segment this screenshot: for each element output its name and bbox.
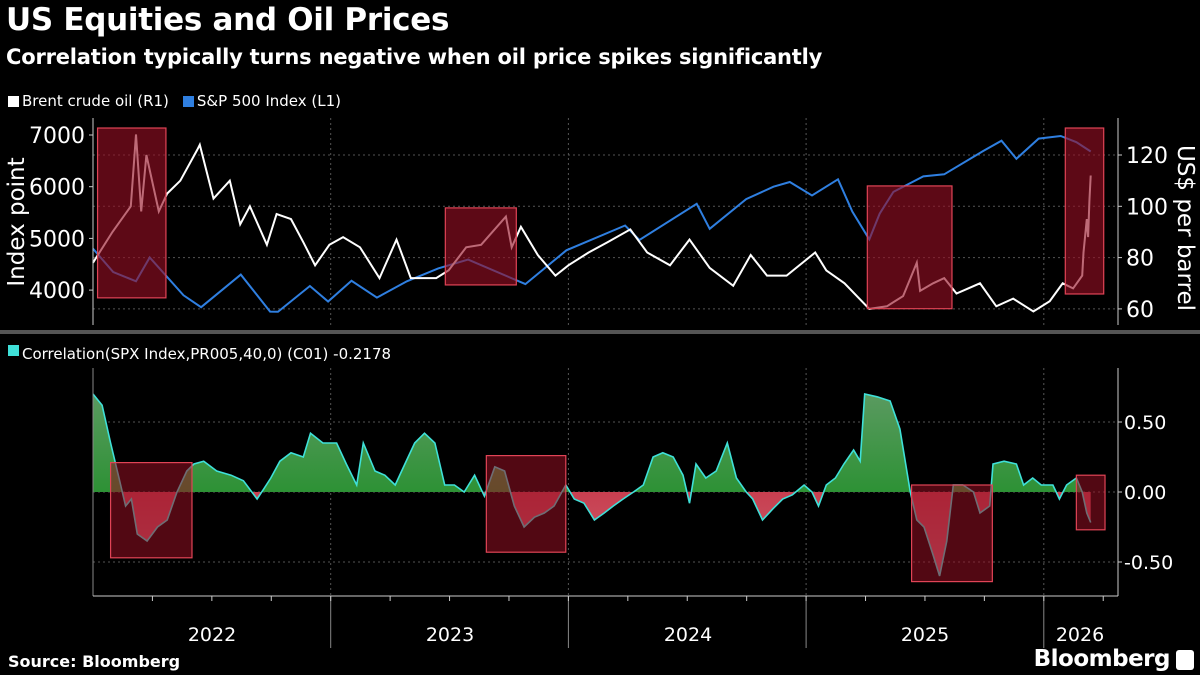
x-tick-label-year: 2022 (188, 624, 236, 646)
bloomberg-chart-icon (1176, 650, 1194, 670)
y-tick-label-right: 120 (1126, 144, 1168, 169)
legend-swatch-correlation (8, 345, 19, 356)
correlation-negative-area (93, 492, 1091, 576)
y-tick-label-correlation: 0.00 (1124, 482, 1166, 504)
chart-title: US Equities and Oil Prices (6, 2, 450, 38)
y-tick-label-right: 100 (1126, 195, 1168, 220)
correlation-positive-area (93, 394, 1091, 492)
bottom-legend: Correlation(SPX Index,PR005,40,0) (C01) … (8, 345, 391, 363)
legend-item-spx: S&P 500 Index (L1) (182, 92, 342, 110)
y-tick-label-right: 60 (1126, 298, 1154, 323)
highlight-box-top (1064, 127, 1105, 295)
y-tick-label-left: 6000 (29, 176, 85, 201)
y-tick-label-left: 4000 (29, 279, 85, 304)
x-tick-label-year: 2023 (426, 624, 474, 646)
legend-label-brent: Brent crude oil (R1) (22, 92, 169, 110)
spx-line (92, 134, 1092, 313)
legend-item-brent: Brent crude oil (R1) (8, 92, 169, 110)
y-tick-label-correlation: -0.50 (1124, 552, 1173, 574)
y-tick-label-right: 80 (1126, 247, 1154, 272)
highlight-box-top (866, 185, 953, 310)
panel-divider (0, 330, 1200, 334)
y-tick-label-left: 5000 (29, 227, 85, 252)
highlight-box-top (444, 207, 517, 286)
y-tick-label-left: 7000 (29, 124, 85, 149)
y-axis-title-right: US$ per barrel (1172, 145, 1198, 311)
brent-line (92, 134, 1092, 313)
highlight-box-bottom (910, 484, 993, 583)
legend-label-spx: S&P 500 Index (L1) (196, 92, 342, 110)
legend-swatch-brent (8, 96, 19, 107)
bloomberg-logo: Bloomberg (1033, 646, 1171, 672)
source-note: Source: Bloomberg (8, 652, 181, 671)
x-tick-label-year: 2024 (664, 624, 712, 646)
legend-swatch-spx (182, 96, 194, 107)
y-tick-label-correlation: 0.50 (1124, 412, 1166, 434)
y-axis-title-left: Index point (4, 157, 30, 286)
chart-marks (92, 127, 1106, 583)
highlight-box-top (96, 127, 167, 299)
highlight-box-bottom (1075, 474, 1106, 531)
axes: 7000 6000 5000 4000 120 100 80 60 0.50 0.00 -0.50 2… (0, 118, 1200, 648)
x-tick-label-year: 2026 (1056, 624, 1104, 646)
chart-subtitle: Correlation typically turns negative whe… (6, 45, 823, 69)
highlight-box-bottom (109, 462, 193, 559)
top-legend: Brent crude oil (R1) S&P 500 Index (L1) (8, 92, 341, 110)
highlight-box-bottom (485, 455, 567, 553)
legend-label-correlation: Correlation(SPX Index,PR005,40,0) (C01) … (22, 345, 392, 363)
x-tick-label-year: 2025 (901, 624, 949, 646)
